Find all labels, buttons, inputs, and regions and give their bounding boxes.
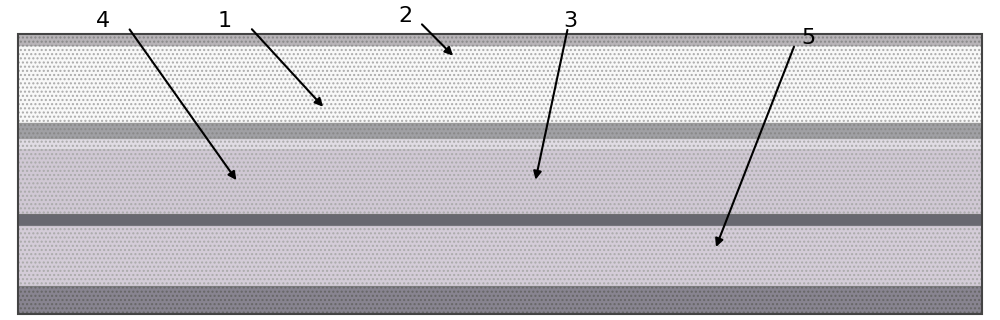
Bar [18,214,982,226]
Bar [18,286,982,314]
Text: 3: 3 [563,11,577,31]
Bar [18,150,982,214]
Bar [18,34,982,46]
Bar [18,226,982,286]
Bar [18,34,982,314]
Bar [18,46,982,123]
Text: 2: 2 [398,6,412,26]
Text: 1: 1 [218,11,232,31]
Text: 5: 5 [801,28,815,48]
Text: 4: 4 [96,11,110,31]
Bar [18,139,982,150]
Bar [18,123,982,139]
